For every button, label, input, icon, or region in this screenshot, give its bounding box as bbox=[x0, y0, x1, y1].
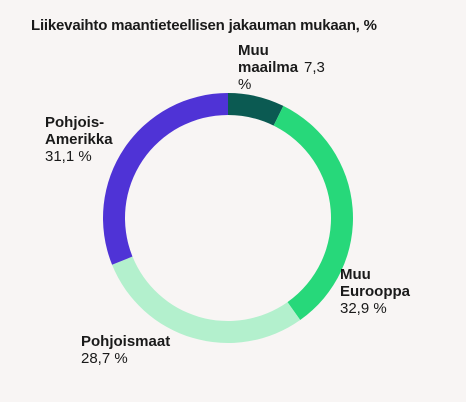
slice-muu-eurooppa bbox=[273, 105, 353, 321]
label-muu-maailma-value-unit: % bbox=[238, 76, 252, 93]
label-pohjois-amerikka-line1: Pohjois- bbox=[45, 114, 105, 131]
label-muu-eurooppa-line1: Muu bbox=[340, 266, 371, 283]
label-pohjois-amerikka: Pohjois- Amerikka 31,1 % bbox=[45, 114, 135, 165]
label-muu-eurooppa: Muu Eurooppa 32,9 % bbox=[340, 266, 440, 317]
label-muu-maailma-line1: Muu bbox=[238, 42, 269, 59]
label-muu-eurooppa-line2: Eurooppa bbox=[340, 283, 410, 300]
label-pohjoismaat: Pohjoismaat 28,7 % bbox=[81, 333, 201, 367]
label-pohjoismaat-line1: Pohjoismaat bbox=[81, 333, 171, 350]
label-muu-eurooppa-value: 32,9 % bbox=[340, 300, 387, 317]
label-muu-maailma: Muu maailma 7,3 % bbox=[238, 42, 348, 93]
chart-title: Liikevaihto maantieteellisen jakauman mu… bbox=[31, 17, 377, 34]
label-pohjois-amerikka-line2: Amerikka bbox=[45, 131, 113, 148]
slice-pohjoismaat bbox=[112, 256, 301, 344]
label-pohjoismaat-value: 28,7 % bbox=[81, 350, 128, 367]
label-pohjois-amerikka-value: 31,1 % bbox=[45, 148, 92, 165]
label-muu-maailma-value: 7,3 bbox=[304, 59, 325, 76]
label-muu-maailma-line2: maailma bbox=[238, 59, 299, 76]
slice-pohjois-amerikka bbox=[103, 93, 228, 265]
label-muu-maailma-line2-row: maailma 7,3 bbox=[238, 59, 348, 76]
slice-muu-maailma bbox=[228, 93, 284, 126]
